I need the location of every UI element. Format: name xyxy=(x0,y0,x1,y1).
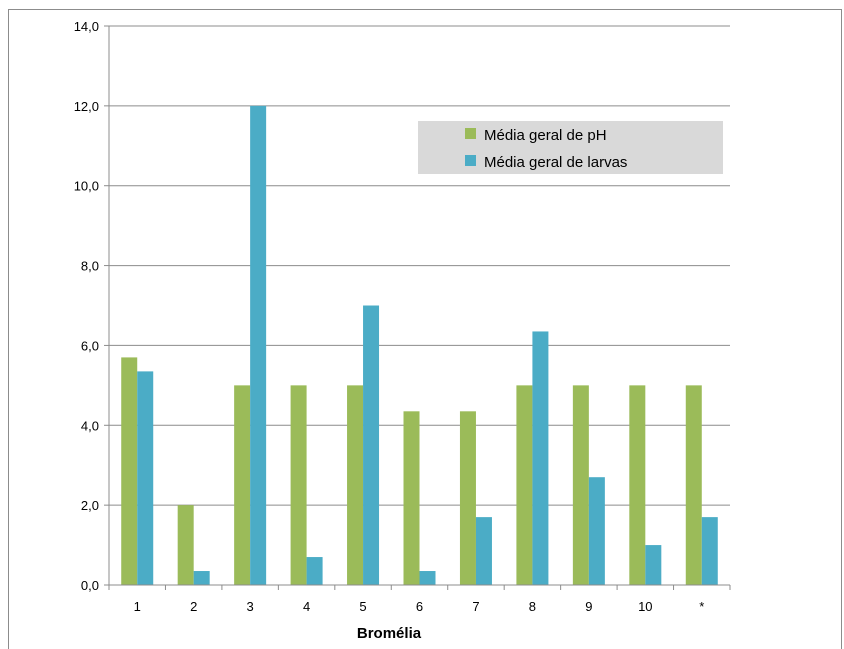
y-tick-label: 12,0 xyxy=(74,99,99,114)
legend-label-larvas: Média geral de larvas xyxy=(484,154,627,171)
bar-larvas xyxy=(250,105,267,585)
bar-larvas xyxy=(645,545,662,585)
bar-ph xyxy=(516,385,533,585)
y-tick-label: 8,0 xyxy=(81,259,99,274)
axes xyxy=(108,26,731,590)
bar-larvas xyxy=(475,517,492,585)
bar-larvas xyxy=(363,305,380,585)
bar-ph xyxy=(347,385,364,585)
chart-frame xyxy=(8,9,842,649)
bar-ph xyxy=(290,385,307,585)
bar-ph xyxy=(685,385,702,585)
x-tick-labels: 1 2 3 4 5 6 7 8 9 10 * xyxy=(134,599,705,614)
x-tick-label: * xyxy=(699,599,704,614)
bar-larvas xyxy=(419,571,436,585)
y-tick-label: 10,0 xyxy=(74,179,99,194)
y-tick-label: 2,0 xyxy=(81,498,99,513)
x-tick-label: 7 xyxy=(472,599,479,614)
y-tick-label: 14,0 xyxy=(74,19,99,34)
x-tick-label: 10 xyxy=(638,599,652,614)
x-axis-title: Bromélia xyxy=(357,625,422,642)
bar-ph xyxy=(177,505,194,585)
bar-larvas xyxy=(193,571,210,585)
legend-swatch-ph xyxy=(465,128,476,139)
y-tick-label: 0,0 xyxy=(81,578,99,593)
bar-larvas xyxy=(306,557,323,585)
x-tick-label: 9 xyxy=(585,599,592,614)
bar-ph xyxy=(121,357,138,585)
x-tick-label: 1 xyxy=(134,599,141,614)
bars xyxy=(121,105,718,585)
bar-larvas xyxy=(701,517,718,585)
bar-ph xyxy=(459,411,476,585)
bar-ph xyxy=(234,385,251,585)
x-tick-label: 8 xyxy=(529,599,536,614)
bar-ph xyxy=(572,385,589,585)
x-tick-label: 6 xyxy=(416,599,423,614)
bar-ph xyxy=(629,385,646,585)
x-tick-label: 5 xyxy=(359,599,366,614)
y-tick-label: 6,0 xyxy=(81,338,99,353)
y-tick-label: 4,0 xyxy=(81,418,99,433)
legend: Média geral de pH Média geral de larvas xyxy=(418,121,723,174)
bar-larvas xyxy=(588,477,605,585)
x-tick-label: 2 xyxy=(190,599,197,614)
legend-label-ph: Média geral de pH xyxy=(484,127,607,144)
bar-larvas xyxy=(137,371,154,585)
legend-swatch-larvas xyxy=(465,155,476,166)
x-tick-label: 4 xyxy=(303,599,310,614)
x-tick-label: 3 xyxy=(247,599,254,614)
bar-ph xyxy=(403,411,420,585)
bar-larvas xyxy=(532,331,549,585)
y-tick-labels: 0,0 2,0 4,0 6,0 8,0 10,0 12,0 14,0 xyxy=(74,19,99,593)
